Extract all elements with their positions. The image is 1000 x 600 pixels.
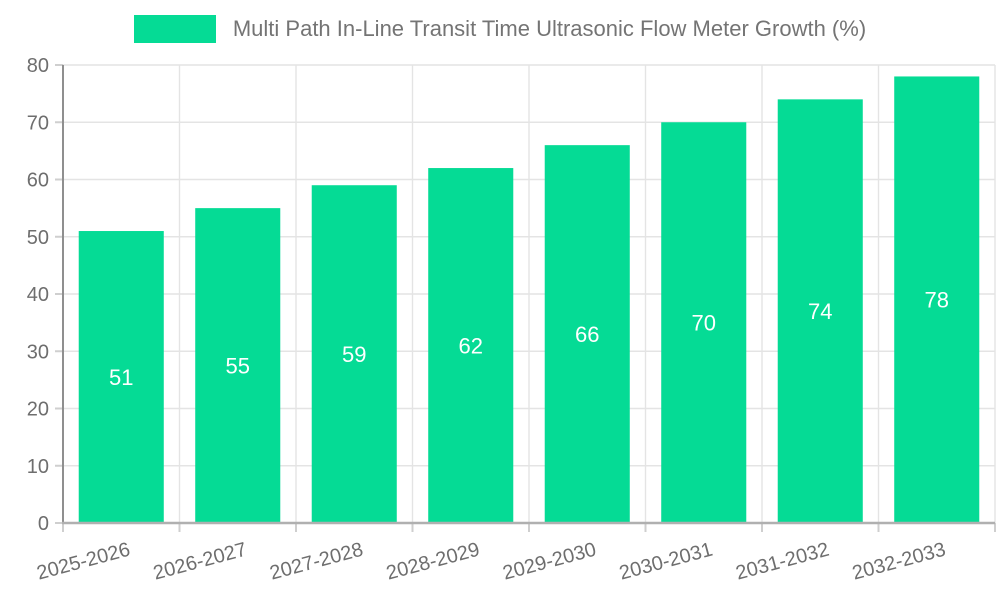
x-tick-label: 2032-2033 xyxy=(850,539,948,585)
bar-value-label: 78 xyxy=(925,288,949,313)
x-tick-label: 2031-2032 xyxy=(733,539,831,585)
y-tick-label: 40 xyxy=(27,284,49,306)
bar-value-label: 51 xyxy=(109,365,133,390)
legend-swatch xyxy=(133,15,216,43)
bar-value-label: 74 xyxy=(808,299,832,324)
y-tick-label: 50 xyxy=(27,227,49,249)
bar xyxy=(428,168,514,524)
bar-value-label: 59 xyxy=(342,342,366,367)
x-tick-label: 2029-2030 xyxy=(500,539,598,585)
bar xyxy=(894,76,980,523)
chart-legend: Multi Path In-Line Transit Time Ultrason… xyxy=(0,15,1000,43)
x-tick-label: 2025-2026 xyxy=(34,539,132,585)
bar xyxy=(78,231,164,523)
bar xyxy=(311,185,397,523)
x-tick-label: 2030-2031 xyxy=(617,539,715,585)
y-tick-label: 0 xyxy=(38,513,49,535)
y-tick-label: 10 xyxy=(27,456,49,478)
bar xyxy=(661,122,747,523)
bar xyxy=(195,208,281,523)
x-tick-label: 2026-2027 xyxy=(151,539,249,585)
bar-value-label: 62 xyxy=(459,334,483,359)
legend-label: Multi Path In-Line Transit Time Ultrason… xyxy=(232,16,867,41)
bar xyxy=(777,99,863,523)
x-tick-label: 2028-2029 xyxy=(384,539,482,585)
y-tick-label: 30 xyxy=(27,341,49,363)
x-tick-label: 2027-2028 xyxy=(267,539,365,585)
bar-value-label: 55 xyxy=(226,354,250,379)
bar-value-label: 66 xyxy=(575,322,599,347)
y-tick-label: 20 xyxy=(27,399,49,421)
y-tick-label: 80 xyxy=(27,55,49,77)
y-tick-label: 70 xyxy=(27,112,49,134)
y-tick-label: 60 xyxy=(27,170,49,192)
bar xyxy=(544,145,630,523)
bar-value-label: 70 xyxy=(692,311,716,336)
